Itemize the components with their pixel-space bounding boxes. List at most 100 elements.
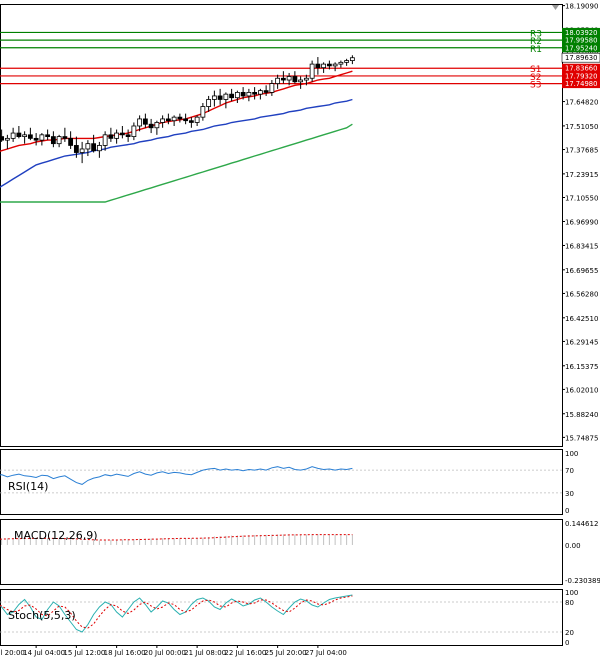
candle (286, 72, 292, 86)
candle-body (275, 77, 281, 84)
candle (85, 140, 91, 157)
macd-tick-label: -0.230389 (565, 577, 600, 585)
candle (148, 118, 154, 134)
rsi-title: RSI(14) (8, 480, 48, 493)
candle (62, 127, 68, 142)
price-tick-label: 15.74875 (565, 434, 598, 442)
candle-body (73, 145, 79, 153)
candle (252, 87, 258, 100)
candle-body (165, 118, 171, 122)
candle-body (194, 116, 200, 123)
candle-body (206, 99, 212, 107)
candle (68, 131, 74, 149)
candle (79, 141, 85, 164)
rsi-tick-label: 70 (565, 467, 574, 475)
candle-body (148, 123, 154, 129)
x-tick-label: 25 Jul 20:00 (265, 649, 307, 657)
candle-body (309, 63, 315, 79)
candle-body (217, 95, 223, 100)
price-tick-label: 16.56280 (565, 290, 598, 298)
candle-body (344, 60, 350, 63)
candle-body (22, 134, 28, 138)
price-tick-label: 17.51050 (565, 123, 598, 131)
candle (303, 74, 309, 86)
pivot-value-r3: 18.03920 (565, 29, 597, 37)
macd-title: MACD(12,26,9) (14, 529, 98, 542)
candle-body (137, 118, 143, 127)
stoch-tick-label: 100 (565, 589, 578, 597)
candle-body (56, 136, 62, 145)
candle-body (125, 134, 131, 138)
candle-body (4, 137, 10, 141)
pivot-value-s2: 17.79320 (565, 72, 597, 80)
candle (344, 58, 350, 66)
price-tick-label: 18.19090 (565, 3, 598, 11)
candle-body (326, 63, 332, 67)
price-tick-label: 16.15375 (565, 363, 598, 371)
stoch-signal-line (0, 595, 353, 629)
candle (280, 71, 286, 84)
candle-body (102, 134, 108, 146)
price-tick-label: 16.96990 (565, 218, 598, 226)
pivot-value-r1: 17.95240 (565, 44, 597, 52)
pivot-value-box (562, 27, 600, 37)
candle (50, 131, 56, 148)
macd-tick-label: 0.144612 (565, 520, 598, 528)
candle (321, 62, 327, 73)
candle-body (183, 118, 189, 122)
rsi-tick-label: 100 (565, 450, 578, 458)
candle (229, 88, 235, 102)
candle (33, 133, 39, 146)
corner-triangle-icon (552, 5, 559, 10)
candle (240, 87, 246, 100)
x-tick-label: 15 Jul 12:00 (63, 649, 105, 657)
panel-frame-stoch (0, 589, 563, 646)
candle (223, 92, 229, 109)
pivot-label-r1: R1 (530, 45, 542, 55)
pivot-value-s1: 17.83660 (565, 65, 597, 73)
candle-body (315, 63, 321, 69)
price-tick-label: 16.83415 (565, 242, 598, 250)
price-tick-label: 17.10550 (565, 195, 598, 203)
rsi-line (0, 466, 353, 485)
candle-body (45, 134, 51, 138)
x-tick-label: 22 Jul 16:00 (224, 649, 266, 657)
candle-body (16, 132, 22, 137)
candle-body (33, 137, 39, 141)
panel-frame-price (0, 4, 563, 447)
candle-body (142, 118, 148, 125)
candle (39, 133, 45, 146)
candle (338, 60, 344, 68)
candle-body (211, 95, 217, 100)
candle-body (27, 134, 33, 139)
stoch-tick-label: 0 (565, 639, 569, 647)
candle (73, 136, 79, 158)
candle-body (171, 116, 177, 122)
stoch-title: Stoch(5,5,3) (8, 609, 76, 622)
candle (206, 95, 212, 112)
candle-body (349, 57, 355, 61)
candle (142, 113, 148, 128)
pivot-value-box (562, 79, 600, 89)
price-tick-label: 17.23915 (565, 171, 598, 179)
price-tick-label: 15.88240 (565, 411, 598, 419)
candle (119, 125, 125, 139)
candle-body (240, 92, 246, 97)
stoch-main-line (0, 594, 353, 633)
candle (246, 88, 252, 102)
candle (137, 115, 143, 132)
panel-frame-macd (0, 519, 563, 585)
candle-body (257, 90, 263, 95)
price-tick-label: 16.02010 (565, 386, 598, 394)
candle (10, 127, 16, 142)
candle (154, 120, 160, 135)
candle (292, 71, 298, 84)
candle (332, 62, 338, 72)
pivot-value-box (562, 71, 600, 81)
candle-body (303, 77, 309, 81)
pivot-label-s3: S3 (530, 81, 541, 91)
candle (177, 113, 183, 123)
candle-body (131, 125, 137, 137)
price-tick-label: 17.37685 (565, 147, 598, 155)
price-tick-label: 16.42510 (565, 315, 598, 323)
